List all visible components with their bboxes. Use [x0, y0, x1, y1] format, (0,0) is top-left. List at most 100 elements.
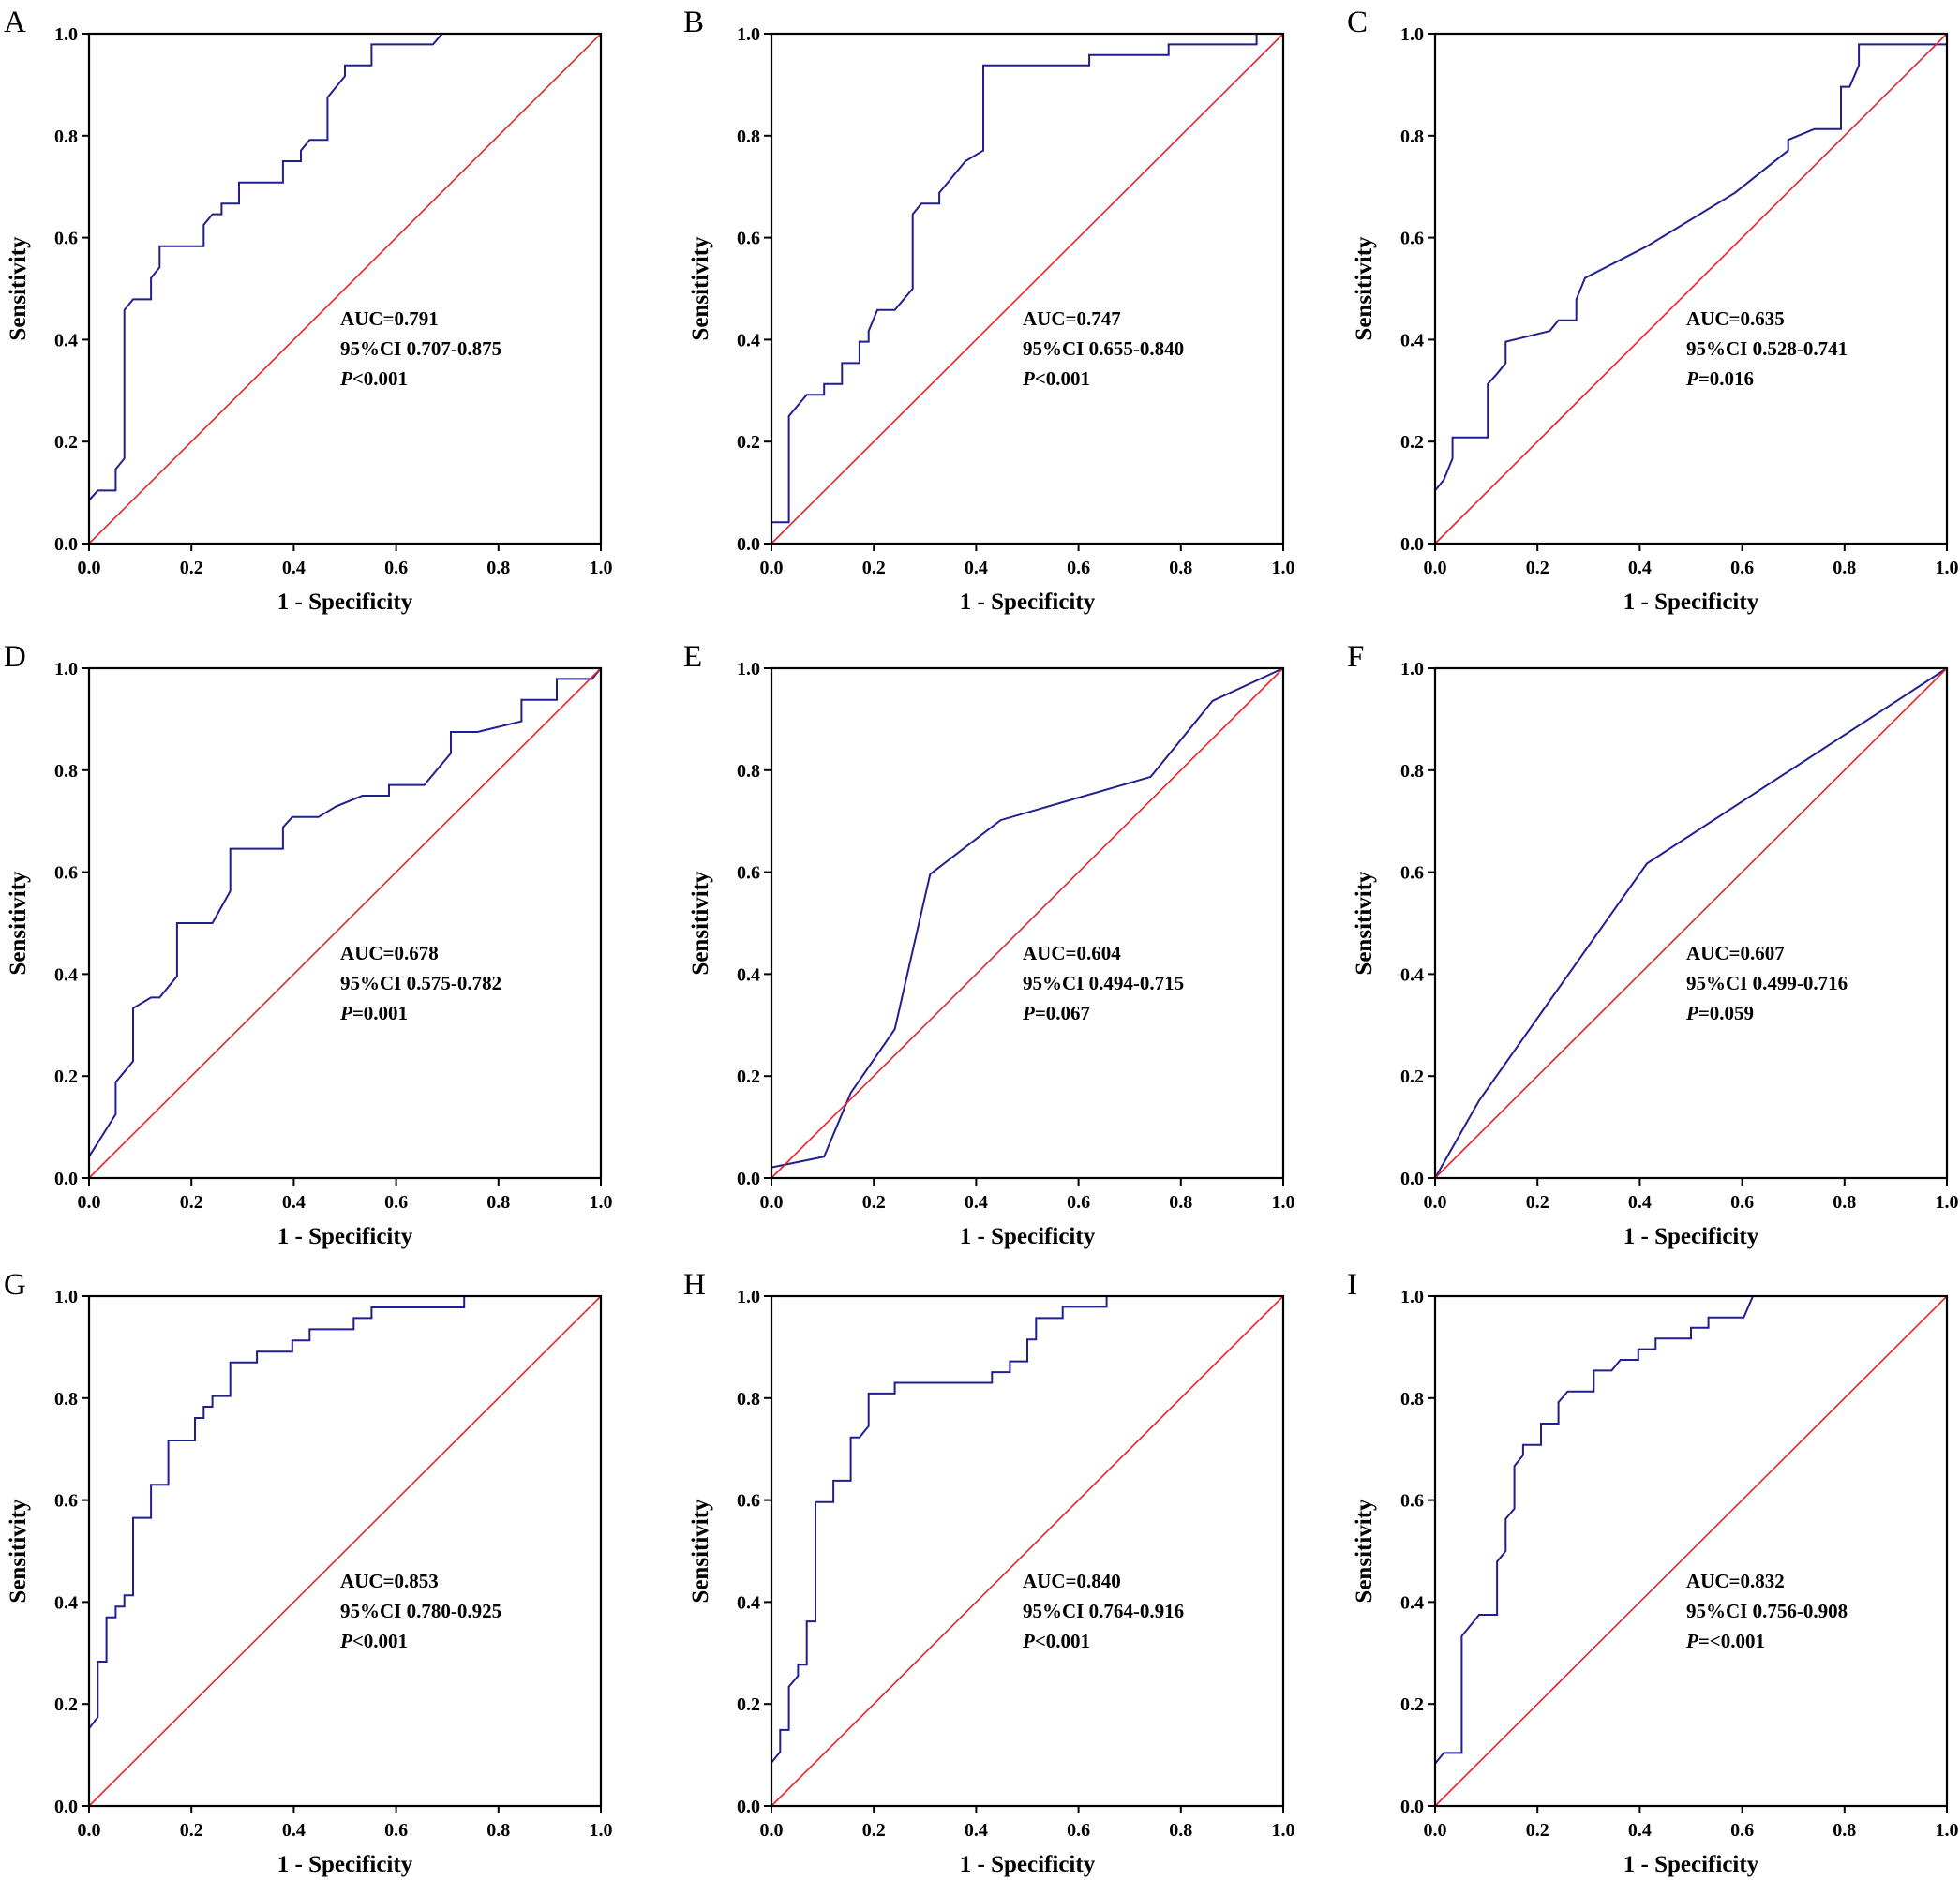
y-tick-label: 0.2 — [54, 1067, 78, 1087]
y-tick-label: 0.4 — [1400, 330, 1424, 351]
roc-curve — [771, 33, 1283, 544]
reference-line — [1434, 33, 1948, 545]
reference-line — [88, 667, 602, 1179]
y-tick-label: 1.0 — [1400, 1287, 1424, 1307]
ci-annotation: 95%CI 0.575-0.782 — [340, 972, 501, 994]
y-tick-label: 0.6 — [1400, 863, 1424, 884]
x-tick-label: 0.4 — [282, 1192, 306, 1213]
p-value: =<0.001 — [1698, 1630, 1765, 1652]
y-tick-label: 0.4 — [737, 1592, 760, 1613]
x-axis-title: 1 - Specificity — [960, 1224, 1096, 1249]
y-tick-label: 0.0 — [737, 1797, 760, 1817]
y-tick-label: 0.0 — [1400, 1169, 1424, 1189]
y-tick-label: 0.6 — [1400, 1491, 1424, 1512]
y-tick-label: 0.2 — [54, 1694, 78, 1715]
y-tick-label: 0.2 — [54, 432, 78, 453]
x-tick-label: 0.2 — [1526, 1820, 1549, 1841]
x-tick-label: 0.4 — [965, 1820, 988, 1841]
p-value-annotation: P=0.059 — [1685, 1002, 1754, 1024]
p-value: =0.067 — [1035, 1002, 1090, 1024]
plot-frame — [770, 1294, 1285, 1808]
x-axis-title: 1 - Specificity — [960, 589, 1096, 615]
plot-frame — [770, 32, 1285, 545]
roc-curve — [771, 667, 1284, 1169]
y-tick-label: 0.2 — [737, 1694, 760, 1715]
ci-annotation: 95%CI 0.756-0.908 — [1686, 1600, 1848, 1622]
x-axis-title: 1 - Specificity — [960, 1852, 1096, 1877]
panel-letter: I — [1347, 1268, 1357, 1302]
panel-d: D 0.0 0.2 0.4 0.6 0.8 1.0 0.0 0.2 0.4 0.6 0.8 1.0 1 -… — [4, 640, 613, 1249]
p-value-annotation: P=0.016 — [1685, 367, 1754, 390]
x-tick-label: 0.6 — [1067, 1820, 1090, 1841]
x-tick-label: 1.0 — [1936, 558, 1959, 578]
x-tick-label: 1.0 — [590, 1192, 613, 1213]
y-tick-label: 0.6 — [54, 229, 78, 249]
plot-frame — [770, 666, 1285, 1180]
x-tick-label: 0.2 — [180, 1192, 203, 1213]
y-tick-label: 1.0 — [54, 24, 78, 45]
y-tick-label: 0.4 — [737, 330, 760, 351]
panel-letter: F — [1347, 640, 1364, 674]
reference-line — [88, 1295, 602, 1807]
p-value: =0.016 — [1698, 367, 1754, 390]
panel-a: A 0.0 0.2 0.4 0.6 0.8 1.0 0.0 0.2 0.4 0.6 0.8 1.0 1 -… — [4, 6, 613, 615]
roc-curve — [1434, 667, 1948, 1179]
auc-annotation: AUC=0.747 — [1023, 307, 1121, 330]
panel-b: B 0.0 0.2 0.4 0.6 0.8 1.0 0.0 0.2 0.4 0.6 0.8 1.0 1 -… — [683, 6, 1295, 615]
x-tick-label: 0.4 — [282, 1820, 306, 1841]
y-axis-title: Sensitivity — [688, 236, 713, 341]
x-tick-label: 0.6 — [1730, 558, 1754, 578]
y-tick-label: 0.6 — [737, 229, 760, 249]
p-symbol: P — [339, 1002, 352, 1024]
auc-annotation: AUC=0.840 — [1023, 1570, 1121, 1592]
y-tick-label: 0.2 — [737, 1067, 760, 1087]
x-axis-title: 1 - Specificity — [1623, 1852, 1759, 1877]
y-tick-label: 1.0 — [737, 24, 760, 45]
y-axis-title: Sensitivity — [6, 871, 31, 976]
y-tick-label: 0.6 — [737, 863, 760, 884]
panel-e: E 0.0 0.2 0.4 0.6 0.8 1.0 0.0 0.2 0.4 0.6 0.8 1.0 1 -… — [683, 640, 1295, 1249]
x-axis-title: 1 - Specificity — [1623, 589, 1759, 615]
x-tick-label: 0.8 — [1833, 1192, 1856, 1213]
roc-curve — [88, 33, 601, 544]
y-tick-label: 1.0 — [737, 1287, 760, 1307]
y-tick-label: 0.0 — [1400, 1797, 1424, 1817]
y-tick-label: 0.0 — [737, 1169, 760, 1189]
y-axis-title: Sensitivity — [688, 871, 713, 976]
y-tick-label: 0.0 — [54, 1169, 78, 1189]
y-tick-label: 0.8 — [1400, 127, 1424, 147]
y-tick-label: 0.8 — [1400, 761, 1424, 782]
x-tick-label: 1.0 — [1936, 1820, 1959, 1841]
x-tick-label: 1.0 — [1936, 1192, 1959, 1213]
auc-annotation: AUC=0.678 — [340, 942, 439, 964]
x-tick-label: 0.4 — [1628, 1820, 1652, 1841]
y-tick-label: 0.2 — [737, 432, 760, 453]
plot-frame — [1433, 666, 1949, 1180]
y-tick-label: 1.0 — [1400, 24, 1424, 45]
x-tick-label: 0.8 — [1169, 1820, 1192, 1841]
x-tick-label: 0.2 — [862, 558, 886, 578]
auc-annotation: AUC=0.832 — [1686, 1570, 1785, 1592]
plot-frame — [1433, 1294, 1949, 1808]
p-value-annotation: P=<0.001 — [1685, 1630, 1765, 1652]
y-axis-title: Sensitivity — [1352, 1499, 1377, 1604]
auc-annotation: AUC=0.607 — [1686, 942, 1785, 964]
y-tick-label: 1.0 — [54, 659, 78, 679]
x-tick-label: 0.6 — [1730, 1820, 1754, 1841]
x-tick-label: 0.0 — [78, 1820, 101, 1841]
y-tick-label: 0.6 — [54, 1491, 78, 1512]
y-tick-label: 0.4 — [1400, 1592, 1424, 1613]
y-tick-label: 0.8 — [737, 761, 760, 782]
x-tick-label: 0.2 — [862, 1820, 886, 1841]
x-tick-label: 0.4 — [965, 1192, 988, 1213]
roc-curve — [88, 667, 602, 1157]
ci-annotation: 95%CI 0.707-0.875 — [340, 337, 501, 360]
x-tick-label: 0.8 — [1169, 558, 1192, 578]
auc-annotation: AUC=0.604 — [1023, 942, 1121, 964]
y-tick-label: 0.8 — [1400, 1389, 1424, 1410]
plot-frame — [1433, 32, 1949, 545]
p-symbol: P — [1685, 1002, 1698, 1024]
x-axis-title: 1 - Specificity — [277, 589, 413, 615]
y-tick-label: 0.2 — [1400, 1067, 1424, 1087]
